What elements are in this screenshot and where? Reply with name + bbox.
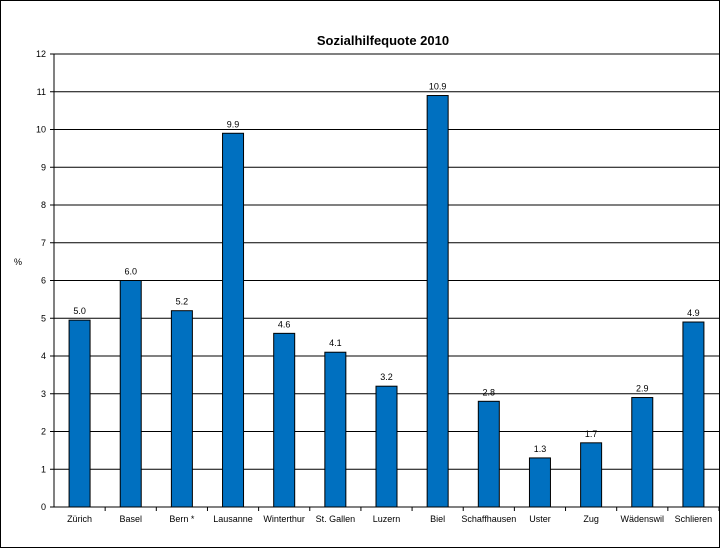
y-tick-label: 2 [41, 427, 46, 437]
bar-value-label: 4.9 [687, 308, 700, 318]
bar-value-label: 9.9 [227, 119, 240, 129]
bar [325, 352, 346, 507]
y-axis-label: % [14, 257, 22, 267]
y-tick-label: 5 [41, 313, 46, 323]
bar [632, 398, 653, 507]
bar-value-label: 2.8 [483, 387, 496, 397]
bar [274, 333, 295, 507]
bar-value-label: 4.1 [329, 338, 342, 348]
bar [581, 443, 602, 507]
x-category-label: Zug [583, 514, 599, 524]
bar-value-label: 5.2 [176, 297, 189, 307]
x-category-label: Winterthur [263, 514, 305, 524]
x-category-label: Wädenswil [621, 514, 665, 524]
y-tick-label: 1 [41, 464, 46, 474]
bar [478, 401, 499, 507]
y-tick-label: 10 [36, 125, 46, 135]
x-axis-categories: Zürich Basel Bern * Lausanne Winterthur St. G… [67, 514, 712, 524]
bar-value-label: 2.9 [636, 384, 649, 394]
y-tick-label: 8 [41, 200, 46, 210]
bars [69, 96, 704, 507]
x-category-label: Luzern [373, 514, 401, 524]
x-category-label: Lausanne [213, 514, 253, 524]
bar-value-label: 5.0 [73, 306, 86, 316]
chart-title: Sozialhilfequote 2010 [317, 33, 449, 48]
x-category-label: St. Gallen [316, 514, 356, 524]
bar-value-label: 1.7 [585, 429, 598, 439]
bar-value-label: 1.3 [534, 444, 547, 454]
y-tick-label: 3 [41, 389, 46, 399]
x-category-label: Schlieren [675, 514, 713, 524]
y-tick-label: 9 [41, 162, 46, 172]
y-tick-label: 4 [41, 351, 46, 361]
x-category-label: Biel [430, 514, 445, 524]
bar-value-label: 6.0 [124, 267, 137, 277]
x-category-label: Schaffhausen [461, 514, 516, 524]
bar [376, 386, 397, 507]
y-tick-label: 6 [41, 276, 46, 286]
bar [529, 458, 550, 507]
bar-value-label: 10.9 [429, 82, 447, 92]
bar [427, 96, 448, 507]
bar-value-label: 4.6 [278, 319, 291, 329]
y-tick-label: 12 [36, 49, 46, 59]
x-category-label: Uster [529, 514, 551, 524]
x-category-label: Bern * [169, 514, 195, 524]
y-tick-label: 0 [41, 502, 46, 512]
x-category-label: Zürich [67, 514, 92, 524]
bar [171, 311, 192, 507]
bar [223, 133, 244, 507]
y-tick-label: 7 [41, 238, 46, 248]
bar [683, 322, 704, 507]
y-tick-label: 11 [37, 87, 46, 97]
x-category-label: Basel [119, 514, 142, 524]
bar [69, 320, 90, 507]
bar-value-label: 3.2 [380, 372, 393, 382]
bar [120, 281, 141, 508]
